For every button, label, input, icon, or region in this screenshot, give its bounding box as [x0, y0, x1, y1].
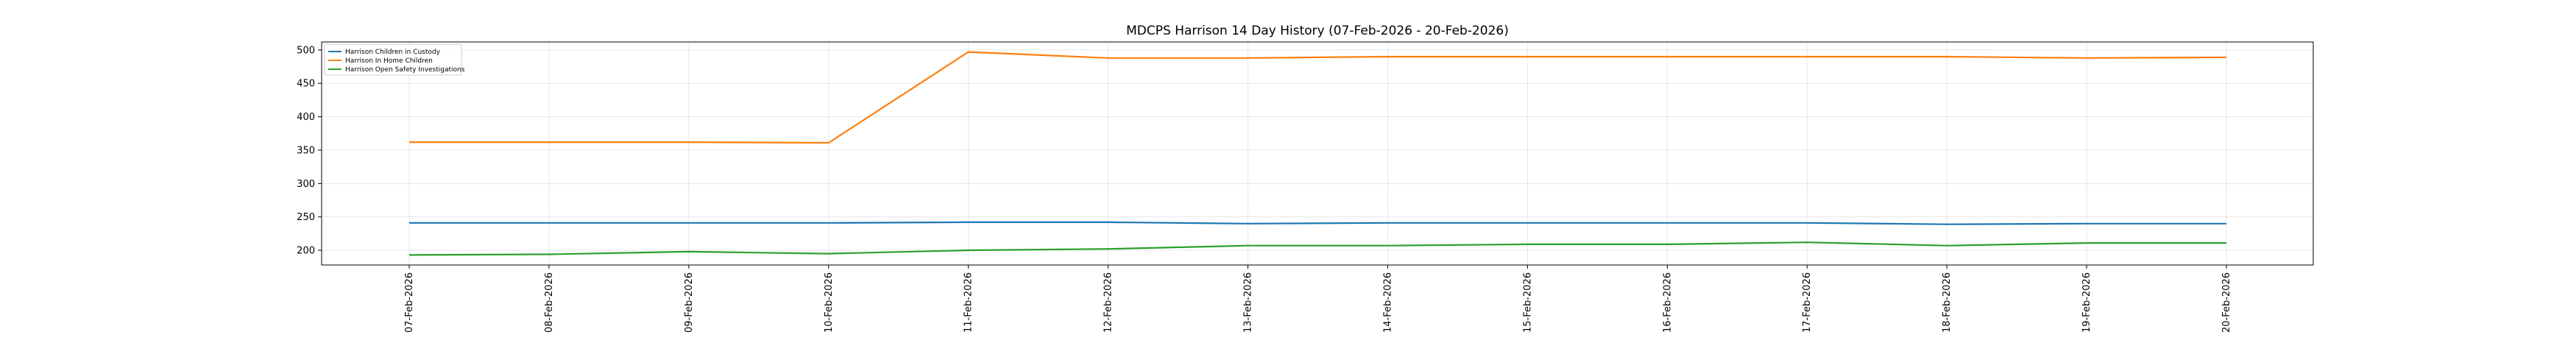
grid-layer [322, 42, 2313, 265]
x-tick-label: 17-Feb-2026 [1802, 272, 1813, 333]
y-tick-label: 300 [297, 179, 315, 190]
x-tick-label: 18-Feb-2026 [1942, 272, 1953, 333]
y-tick-label: 500 [297, 45, 315, 56]
y-tick-label: 350 [297, 145, 315, 156]
y-tick-label: 250 [297, 212, 315, 223]
chart-title: MDCPS Harrison 14 Day History (07-Feb-20… [1126, 24, 1509, 38]
x-tick-label: 11-Feb-2026 [963, 272, 974, 333]
x-axis: 07-Feb-2026 08-Feb-2026 09-Feb-2026 10-Feb-… [404, 265, 2232, 333]
x-tick-label: 08-Feb-2026 [544, 272, 555, 333]
y-tick-label: 400 [297, 112, 315, 123]
x-tick-label: 16-Feb-2026 [1662, 272, 1673, 333]
series-layer [409, 52, 2226, 255]
x-tick-label: 14-Feb-2026 [1382, 272, 1393, 333]
plot-frame [322, 42, 2313, 265]
x-tick-label: 19-Feb-2026 [2081, 272, 2092, 333]
series-line-2 [409, 242, 2226, 255]
x-tick-label: 20-Feb-2026 [2221, 272, 2232, 333]
x-tick-label: 13-Feb-2026 [1243, 272, 1254, 333]
legend-label: Harrison Children in Custody [345, 49, 441, 56]
x-tick-label: 15-Feb-2026 [1522, 272, 1533, 333]
series-line-0 [409, 222, 2226, 225]
y-tick-label: 200 [297, 246, 315, 257]
series-line-1 [409, 52, 2226, 143]
legend-label: Harrison In Home Children [345, 57, 433, 65]
x-tick-label: 10-Feb-2026 [824, 272, 835, 333]
y-axis: 200 250 300 350 400 450 500 [297, 45, 322, 256]
y-tick-label: 450 [297, 79, 315, 90]
x-tick-label: 09-Feb-2026 [684, 272, 695, 333]
x-tick-label: 07-Feb-2026 [404, 272, 415, 333]
legend-label: Harrison Open Safety Investigations [345, 66, 465, 74]
x-tick-label: 12-Feb-2026 [1103, 272, 1114, 333]
